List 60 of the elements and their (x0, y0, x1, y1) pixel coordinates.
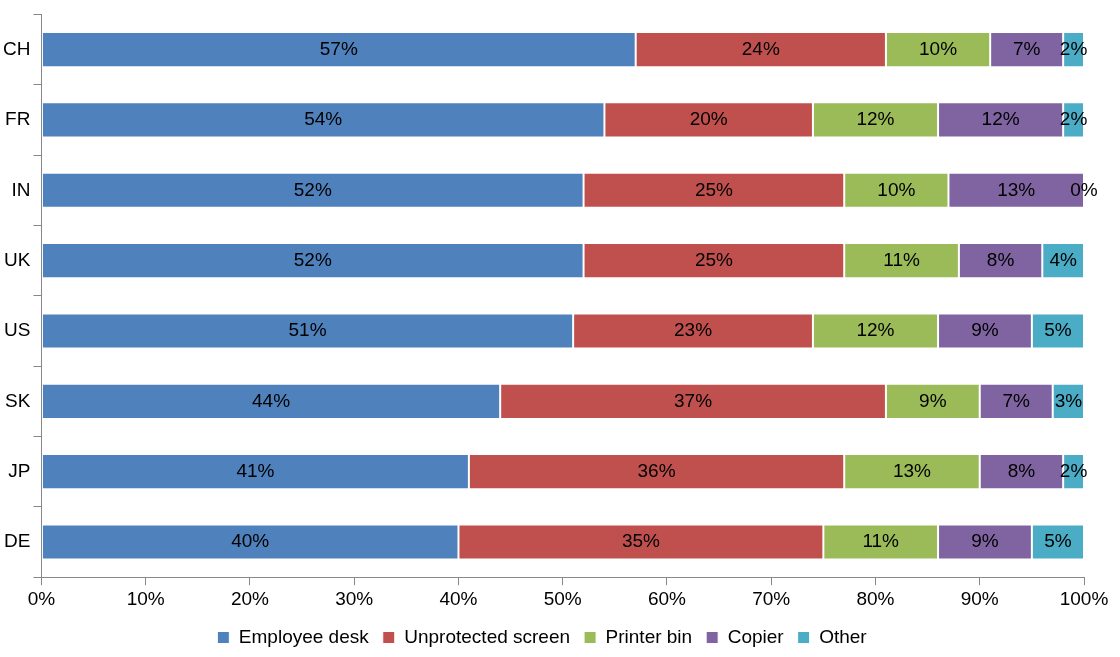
x-tick-label: 70% (752, 587, 791, 609)
y-tick-label: US (4, 319, 31, 341)
y-tick-label: CH (2, 37, 31, 59)
data-label: 25% (694, 248, 734, 270)
data-label: 25% (694, 178, 734, 200)
data-label: 57% (319, 37, 358, 59)
data-label: 10% (919, 37, 958, 59)
data-label: 7% (1002, 389, 1031, 411)
data-label: 40% (231, 530, 270, 552)
data-label: 12% (856, 319, 895, 341)
x-tick-label: 40% (439, 587, 478, 609)
data-label: 23% (674, 319, 713, 341)
data-label: 5% (1044, 530, 1072, 552)
x-tick-label: 60% (647, 587, 687, 609)
x-tick-label: 20% (230, 587, 270, 609)
data-label: 35% (621, 530, 661, 552)
x-tick-label: 10% (126, 587, 165, 609)
data-label: 20% (689, 108, 728, 130)
data-label: 51% (288, 319, 327, 341)
data-label: 54% (304, 108, 343, 130)
y-tick-label: FR (5, 108, 31, 130)
x-tick-label: 90% (960, 587, 999, 609)
data-label: 4% (1049, 248, 1077, 270)
data-label: 12% (856, 108, 895, 130)
x-tick-label: 100% (1059, 587, 1109, 609)
y-tick-label: DE (4, 530, 31, 552)
data-label: 11% (883, 248, 920, 270)
data-label: 36% (637, 459, 676, 481)
data-label: 7% (1012, 37, 1041, 59)
data-label: 12% (981, 108, 1020, 130)
data-label: 9% (971, 530, 999, 552)
data-label: 9% (919, 389, 947, 411)
legend-label: Employee desk (238, 625, 370, 647)
x-tick-label: 0% (27, 587, 56, 609)
data-label: 10% (877, 178, 916, 200)
data-label: 41% (236, 459, 275, 481)
x-tick-label: 30% (335, 587, 374, 609)
y-tick-label: JP (8, 459, 31, 481)
data-label: 24% (741, 37, 780, 59)
data-label: 44% (252, 389, 291, 411)
legend-label: Unprotected screen (404, 625, 571, 647)
data-label: 13% (997, 178, 1036, 200)
data-label: 8% (1007, 459, 1036, 481)
legend-label: Printer bin (605, 625, 693, 647)
y-tick-label: IN (11, 178, 31, 200)
data-label: 52% (293, 248, 332, 270)
legend-label: Other (819, 625, 868, 647)
x-tick-label: 50% (543, 587, 582, 609)
y-tick-label: SK (5, 389, 31, 411)
data-label: 3% (1054, 389, 1083, 411)
y-tick-label: UK (4, 248, 31, 270)
data-label: 9% (971, 319, 999, 341)
data-label: 52% (293, 178, 332, 200)
x-tick-label: 80% (856, 587, 895, 609)
data-label: 37% (674, 389, 713, 411)
data-label: 5% (1044, 319, 1072, 341)
legend-label: Copier (727, 625, 785, 647)
data-label: 11% (862, 530, 900, 552)
data-label: 8% (986, 248, 1015, 270)
data-label: 13% (892, 459, 932, 481)
